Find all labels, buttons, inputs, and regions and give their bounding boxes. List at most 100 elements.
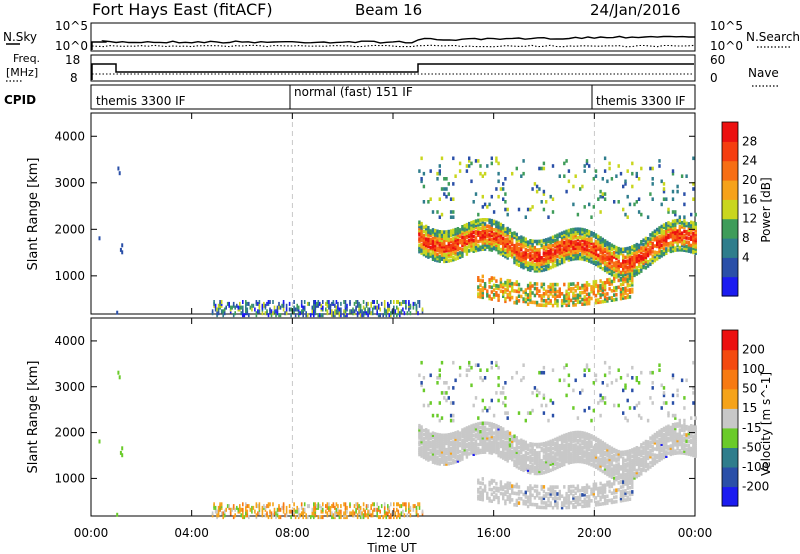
heatmap-cell [608, 242, 611, 246]
heatmap-cell [486, 444, 489, 448]
heatmap-cell [492, 447, 496, 452]
heatmap-cell [613, 495, 616, 500]
heatmap-cell [490, 451, 493, 455]
heatmap-cell [422, 171, 426, 176]
heatmap-cell [495, 239, 498, 243]
heatmap-cell [335, 300, 338, 304]
heatmap-cell [637, 401, 641, 405]
heatmap-cell [687, 224, 691, 228]
heatmap-cell [340, 509, 342, 514]
heatmap-cell [588, 255, 591, 259]
heatmap-cell [425, 440, 428, 445]
heatmap-cell [551, 451, 555, 455]
heatmap-cell [483, 450, 487, 454]
heatmap-cell [461, 455, 464, 459]
heatmap-cell [425, 249, 428, 254]
heatmap-cell [594, 448, 598, 453]
heatmap-cell [694, 416, 697, 420]
heatmap-cell [678, 239, 681, 244]
heatmap-cell [334, 303, 336, 308]
heatmap-cell [674, 422, 677, 427]
heatmap-cell [465, 453, 469, 457]
heatmap-cell [266, 301, 268, 306]
heatmap-cell [669, 425, 672, 430]
heatmap-cell [438, 164, 441, 168]
heatmap-cell [674, 430, 677, 435]
heatmap-cell [243, 515, 246, 520]
heatmap-cell [626, 215, 629, 219]
heatmap-cell [490, 218, 493, 223]
heatmap-cell [563, 448, 566, 452]
heatmap-cell [615, 465, 618, 469]
heatmap-cell [490, 492, 493, 497]
heatmap-cell [599, 413, 602, 418]
heatmap-cell [579, 231, 582, 236]
heatmap-cell [601, 248, 604, 252]
heatmap-cell [479, 436, 482, 440]
heatmap-cell [687, 245, 691, 249]
heatmap-cell [551, 235, 555, 240]
heatmap-cell [581, 435, 584, 439]
heatmap-cell [588, 242, 591, 246]
heatmap-cell [601, 243, 604, 248]
heatmap-cell [502, 242, 505, 247]
heatmap-cell [644, 243, 648, 247]
heatmap-cell [588, 501, 591, 506]
heatmap-cell [524, 459, 527, 463]
heatmap-cell [558, 245, 561, 249]
heatmap-cell [529, 257, 532, 262]
heatmap-cell [619, 270, 623, 275]
heatmap-cell [690, 416, 693, 420]
heatmap-cell [565, 451, 568, 455]
heatmap-cell [642, 468, 645, 472]
heatmap-cell [626, 373, 629, 378]
heatmap-cell [502, 435, 505, 440]
heatmap-cell [490, 223, 493, 227]
heatmap-cell [617, 200, 620, 204]
heatmap-cell [513, 503, 516, 507]
heatmap-cell [533, 252, 537, 256]
heatmap-cell [599, 194, 602, 199]
heatmap-cell [619, 496, 623, 501]
heatmap-cell [583, 450, 586, 454]
heatmap-cell [313, 309, 315, 314]
heatmap-cell [624, 270, 627, 274]
heatmap-cell [560, 451, 564, 455]
heatmap-cell [246, 311, 249, 316]
heatmap-cell [583, 238, 586, 243]
heatmap-cell [579, 434, 582, 439]
heatmap-cell [583, 441, 586, 446]
heatmap-cell [468, 368, 471, 372]
heatmap-cell [533, 386, 537, 390]
heatmap-cell [255, 311, 258, 316]
heatmap-cell [576, 227, 580, 231]
heatmap-cell [567, 496, 571, 500]
heatmap-cell [440, 238, 444, 243]
heatmap-cell [217, 509, 220, 514]
heatmap-cell [524, 252, 527, 256]
heatmap-cell [687, 444, 691, 448]
heatmap-cell [572, 449, 575, 454]
freq-panel: Freq. [MHz] 18 8 60 0 Nave [6, 52, 780, 87]
heatmap-cell [418, 423, 421, 428]
heatmap-cell [690, 430, 693, 434]
heatmap-cell [651, 401, 654, 405]
heatmap-cell [294, 515, 297, 520]
heatmap-cell [574, 227, 577, 232]
heatmap-cell [590, 215, 593, 219]
heatmap-cell [549, 292, 552, 296]
heatmap-cell [660, 243, 663, 248]
heatmap-cell [637, 471, 641, 475]
heatmap-cell [644, 245, 648, 249]
heatmap-cell [651, 250, 654, 254]
heatmap-cell [671, 401, 675, 405]
heatmap-cell [479, 440, 482, 444]
heatmap-cell [429, 442, 432, 447]
heatmap-cell [481, 279, 484, 283]
heatmap-cell [420, 454, 423, 458]
heatmap-cell [588, 435, 591, 439]
heatmap-cell [613, 277, 616, 281]
heatmap-cell [651, 438, 654, 443]
heatmap-cell [674, 223, 677, 227]
heatmap-cell [447, 433, 450, 437]
